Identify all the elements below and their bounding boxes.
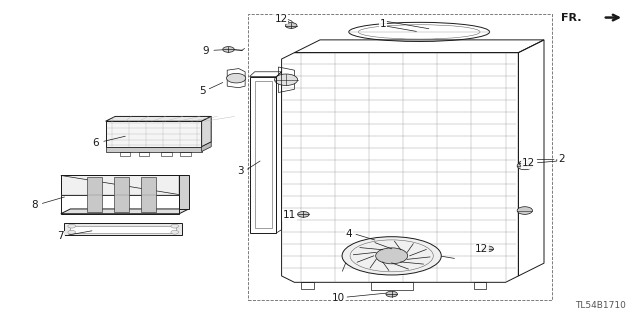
Polygon shape xyxy=(179,175,189,209)
Text: 12: 12 xyxy=(475,244,488,255)
Polygon shape xyxy=(114,177,129,212)
Circle shape xyxy=(285,23,297,28)
Text: 1: 1 xyxy=(380,19,386,29)
Circle shape xyxy=(275,74,298,85)
Circle shape xyxy=(171,230,179,234)
Polygon shape xyxy=(202,142,211,152)
Polygon shape xyxy=(70,226,176,233)
Circle shape xyxy=(68,224,76,228)
Circle shape xyxy=(519,160,531,166)
Text: 10: 10 xyxy=(332,293,344,303)
Circle shape xyxy=(386,291,397,297)
Text: 8: 8 xyxy=(31,200,38,210)
Polygon shape xyxy=(64,223,182,235)
Polygon shape xyxy=(106,147,202,152)
Circle shape xyxy=(376,248,408,264)
Text: 6: 6 xyxy=(93,137,99,148)
Text: 11: 11 xyxy=(284,210,296,220)
Text: 12: 12 xyxy=(275,13,287,24)
Polygon shape xyxy=(61,209,189,214)
Text: 5: 5 xyxy=(199,85,205,96)
Circle shape xyxy=(517,162,532,170)
Circle shape xyxy=(223,47,234,52)
Polygon shape xyxy=(106,121,202,147)
Polygon shape xyxy=(106,116,211,121)
Circle shape xyxy=(482,246,493,252)
Circle shape xyxy=(517,207,532,214)
Text: 12: 12 xyxy=(522,158,535,168)
Circle shape xyxy=(171,224,179,228)
Text: 3: 3 xyxy=(237,166,243,176)
Circle shape xyxy=(68,230,76,234)
Text: 4: 4 xyxy=(346,229,352,240)
Text: FR.: FR. xyxy=(561,12,581,23)
Polygon shape xyxy=(87,177,102,212)
Text: 2: 2 xyxy=(559,153,565,164)
Text: TL54B1710: TL54B1710 xyxy=(575,301,626,310)
Text: 9: 9 xyxy=(203,46,209,56)
Polygon shape xyxy=(141,177,156,212)
Circle shape xyxy=(227,73,246,83)
Ellipse shape xyxy=(342,237,442,275)
Polygon shape xyxy=(61,175,179,195)
Circle shape xyxy=(298,211,309,217)
Polygon shape xyxy=(202,116,211,147)
Text: 7: 7 xyxy=(58,231,64,241)
